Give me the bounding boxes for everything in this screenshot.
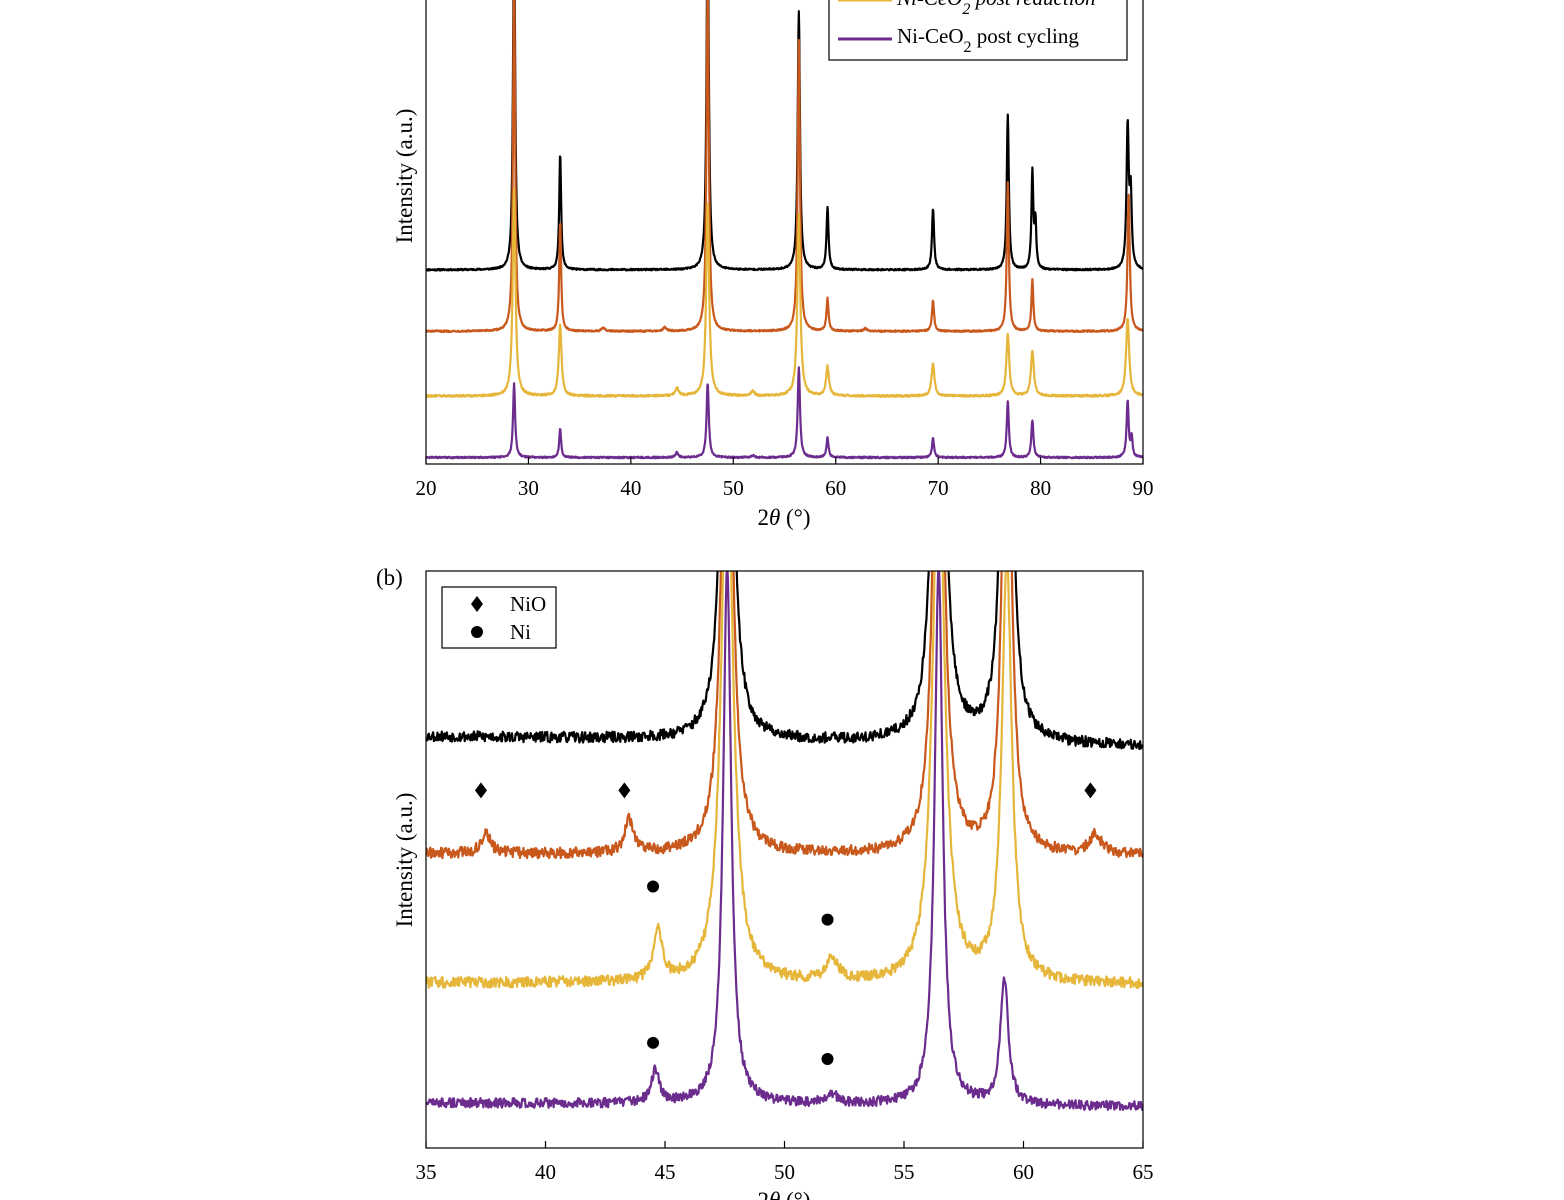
x-tick-label: 65 <box>1133 1160 1154 1184</box>
series-line-orange <box>426 0 1143 334</box>
legend-label-ni: Ni <box>510 620 531 644</box>
panel-b: (b) 35 40 45 50 55 60 65 Intensity (a.u.) 2θ (… <box>376 565 1154 1200</box>
series-line-purple <box>426 366 1143 460</box>
x-tick-label: 80 <box>1030 476 1051 500</box>
panel-b-frame <box>425 570 1144 1149</box>
nio-diamond-marker <box>474 782 487 799</box>
series-line-black <box>426 0 1143 272</box>
panel-b-ylabel: Intensity (a.u.) <box>392 793 417 928</box>
x-tick-label: 40 <box>620 476 641 500</box>
x-tick-label: 60 <box>1013 1160 1034 1184</box>
panel-a-frame <box>425 0 1144 465</box>
x-tick-label: 90 <box>1133 476 1154 500</box>
panel-b-x-ticks: 35 40 45 50 55 60 65 <box>416 1141 1154 1184</box>
legend-nio-diamond-icon <box>471 596 483 612</box>
panel-b-legend: NiO Ni <box>441 586 557 649</box>
series-line-yellow <box>426 187 1143 398</box>
ni-circle-marker <box>821 1053 834 1066</box>
ni-circle-marker <box>647 880 660 893</box>
nio-diamond-marker <box>1084 782 1097 799</box>
x-tick-label: 45 <box>655 1160 676 1184</box>
series-line-purple <box>426 571 1143 1112</box>
x-tick-label: 50 <box>774 1160 795 1184</box>
panel-a-ylabel: Intensity (a.u.) <box>392 109 417 244</box>
series-line-black <box>426 571 1143 751</box>
x-tick-label: 60 <box>825 476 846 500</box>
panel-b-phase-markers <box>474 782 1097 1066</box>
panel-a-series-group <box>426 0 1143 460</box>
x-tick-label: 50 <box>723 476 744 500</box>
ni-circle-marker <box>647 1036 660 1049</box>
legend-ni-circle-icon <box>471 626 483 638</box>
panel-b-xlabel: 2θ (°) <box>757 1188 810 1200</box>
panel-a: 20 30 40 50 60 70 80 90 Intensity (a.u.) 2θ (°)… <box>392 0 1154 530</box>
panel-a-xlabel: 2θ (°) <box>757 505 810 530</box>
series-line-yellow <box>426 571 1143 990</box>
nio-diamond-marker <box>618 782 631 799</box>
x-tick-label: 55 <box>894 1160 915 1184</box>
x-tick-label: 70 <box>928 476 949 500</box>
x-tick-label: 30 <box>518 476 539 500</box>
series-line-orange <box>426 571 1143 860</box>
panel-a-x-ticks: 20 30 40 50 60 70 80 90 <box>416 457 1154 500</box>
panel-b-series-group <box>426 571 1143 1112</box>
panel-b-legend-box <box>441 586 557 649</box>
panel-b-label: (b) <box>376 565 403 590</box>
ni-circle-marker <box>821 913 834 926</box>
legend-label-post-cycling: Ni-CeO2 post cycling <box>897 24 1079 56</box>
x-tick-label: 35 <box>416 1160 437 1184</box>
x-tick-label: 20 <box>416 476 437 500</box>
panel-a-legend-box <box>828 0 1128 61</box>
panel-a-legend: Ni-CeO2 post reduction Ni-CeO2 post cycl… <box>828 0 1128 61</box>
legend-label-nio: NiO <box>510 592 546 616</box>
x-tick-label: 40 <box>535 1160 556 1184</box>
legend-label-post-reduction: Ni-CeO2 post reduction <box>896 0 1096 18</box>
